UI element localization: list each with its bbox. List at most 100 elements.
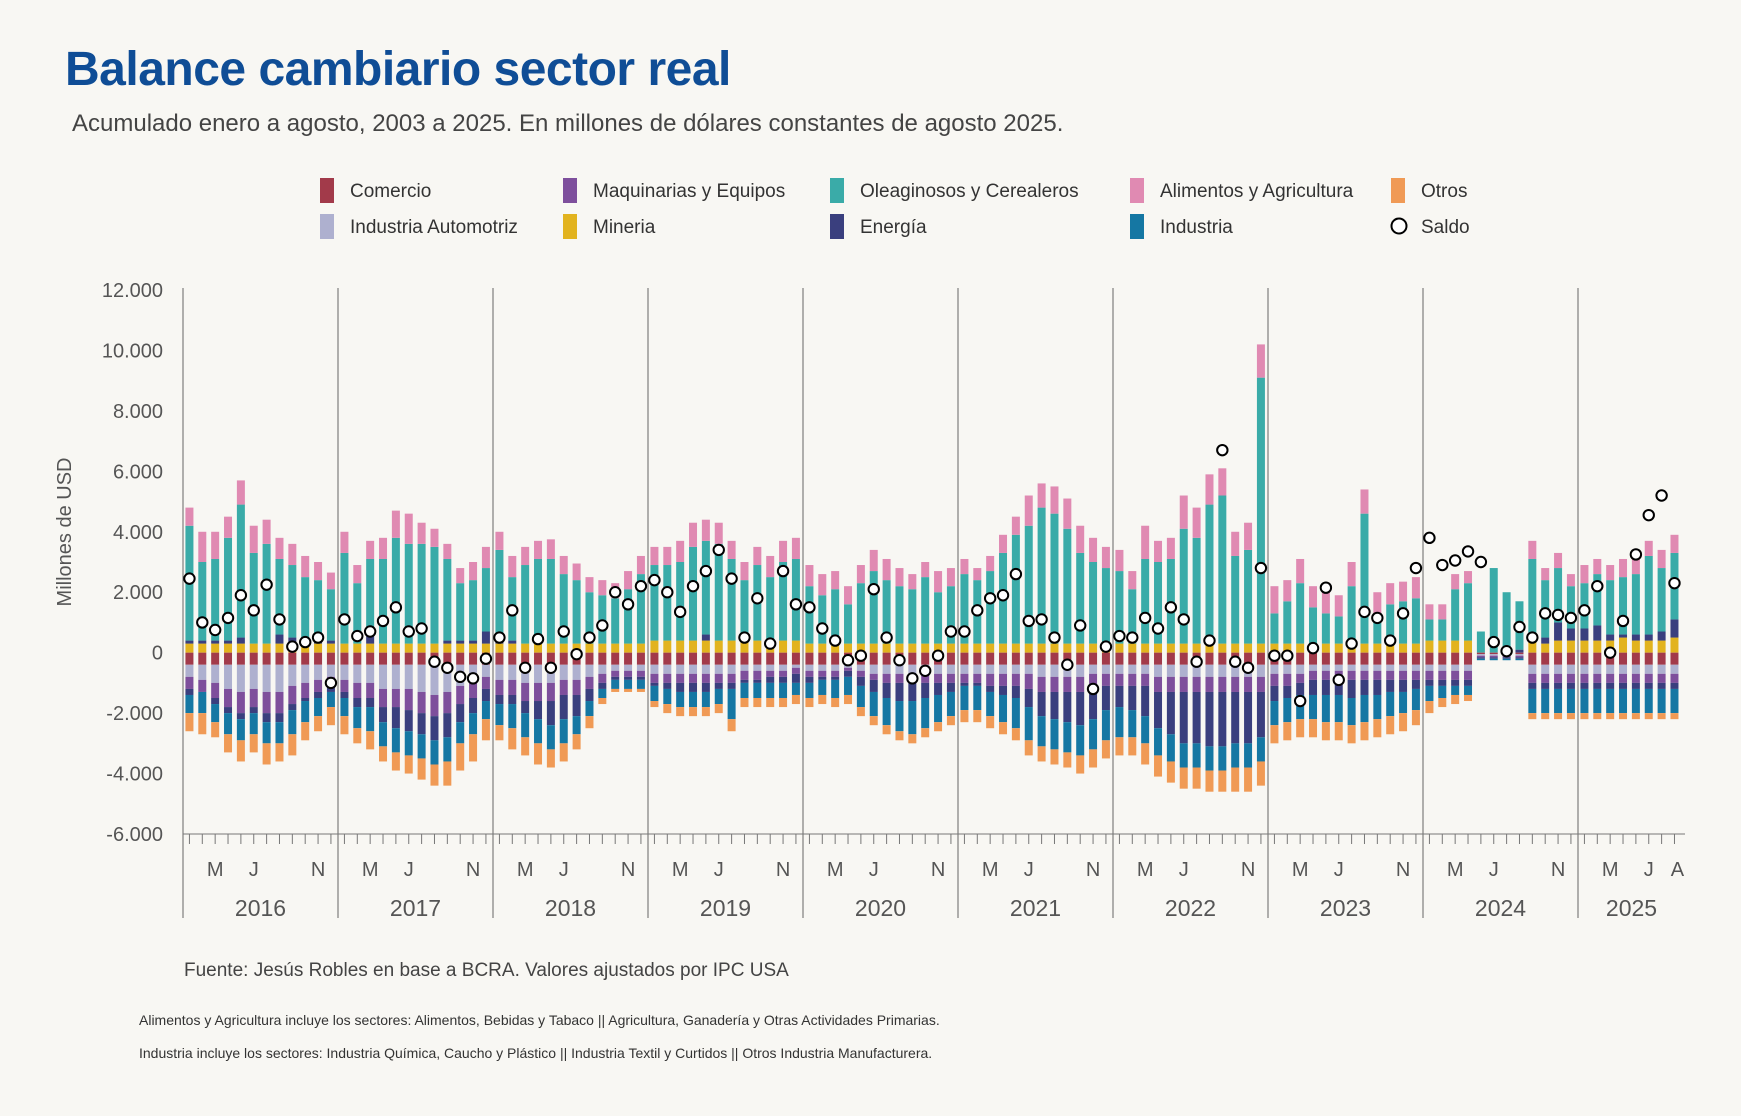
bar-oleaginosos	[663, 565, 672, 641]
legend-item-mineria: Mineria	[563, 214, 656, 239]
bar-stack-2019-8	[740, 562, 749, 708]
bar-oleaginosos	[805, 586, 814, 644]
bar-stack-2021-11	[1089, 537, 1098, 768]
saldo-point	[506, 604, 519, 617]
bar-otros	[1205, 770, 1214, 792]
bar-energia	[766, 676, 775, 683]
bar-oleaginosos	[1438, 619, 1447, 641]
bar-comercio	[1580, 652, 1589, 665]
bar-comercio	[404, 652, 413, 665]
bar-energia	[1502, 657, 1511, 659]
bar-alimentos	[727, 540, 736, 559]
bar-mineria	[869, 643, 878, 653]
bar-stack-2025-4	[1619, 558, 1628, 720]
bar-stack-2017-10	[456, 568, 465, 771]
bar-industria	[1489, 658, 1498, 661]
bar-alimentos	[714, 522, 723, 544]
legend-label-energia: Energía	[860, 217, 927, 238]
bar-oleaginosos	[314, 580, 323, 641]
bar-energia	[1451, 679, 1460, 686]
bar-automotriz	[791, 664, 800, 668]
bar-alimentos	[1670, 534, 1679, 553]
bar-oleaginosos	[495, 549, 504, 641]
bar-automotriz	[766, 664, 775, 671]
bar-comercio	[1386, 652, 1395, 665]
y-tick-label: 10.000	[102, 340, 163, 362]
bar-mineria	[1386, 643, 1395, 653]
saldo-point	[1228, 655, 1242, 668]
bar-industria	[598, 688, 607, 698]
bar-alimentos	[1373, 592, 1382, 617]
bar-mineria	[934, 643, 943, 653]
month-tick-label: M	[517, 859, 534, 881]
y-tick-label: -2.000	[106, 703, 163, 725]
bar-energia	[1515, 657, 1524, 659]
bar-stack-2022-1	[1115, 549, 1124, 756]
bar-maquinarias	[301, 682, 310, 698]
bar-mineria	[1244, 643, 1253, 653]
bar-oleaginosos	[1644, 555, 1653, 635]
bar-maquinarias	[534, 682, 543, 702]
bar-stack-2020-7	[882, 558, 891, 735]
saldo-point	[1048, 631, 1061, 644]
bar-maquinarias	[689, 673, 698, 683]
bar-mineria	[1334, 643, 1343, 653]
saldo-point	[699, 564, 713, 578]
bar-oleaginosos	[1606, 580, 1615, 635]
bar-otros	[1464, 694, 1473, 702]
bar-energia	[1631, 634, 1640, 641]
bar-stack-2017-2	[353, 565, 362, 744]
bar-industria	[301, 701, 310, 723]
bar-automotriz	[986, 664, 995, 674]
bar-stack-2021-6	[1024, 495, 1033, 756]
bar-otros	[249, 734, 258, 753]
bar-stack-2016-3	[211, 531, 220, 738]
bar-stack-2020-5	[856, 565, 865, 717]
saldo-point	[544, 661, 558, 674]
bar-maquinarias	[766, 670, 775, 677]
bar-automotriz	[508, 664, 517, 680]
bar-maquinarias	[185, 676, 194, 689]
bar-energia	[1115, 685, 1124, 708]
bar-industria	[624, 679, 633, 689]
bar-industria	[456, 722, 465, 744]
bar-otros	[598, 698, 607, 705]
bar-energia	[1593, 682, 1602, 689]
bar-comercio	[585, 652, 594, 665]
bar-mineria	[1464, 640, 1473, 653]
bar-otros	[908, 734, 917, 744]
bar-industria	[1334, 694, 1343, 723]
bar-oleaginosos	[727, 558, 736, 641]
bar-comercio	[559, 652, 568, 665]
bar-maquinarias	[1347, 670, 1356, 680]
bar-energia	[714, 682, 723, 689]
saldo-point	[996, 589, 1010, 602]
saldo-point	[1642, 508, 1655, 522]
saldo-point	[1383, 634, 1397, 647]
year-label: 2023	[1320, 895, 1371, 921]
bar-comercio	[1115, 652, 1124, 665]
saldo-point	[1436, 558, 1449, 572]
bar-mineria	[960, 643, 969, 653]
legend-swatch-industria	[1130, 214, 1144, 239]
bar-alimentos	[1347, 562, 1356, 587]
bar-oleaginosos	[869, 571, 878, 644]
bar-automotriz	[326, 664, 335, 677]
y-tick-label: 2.000	[113, 582, 163, 604]
bar-industria	[727, 688, 736, 720]
bar-energia	[1076, 691, 1085, 726]
bar-industria	[224, 713, 233, 735]
bar-otros	[1438, 698, 1447, 708]
bar-stack-2021-2	[973, 568, 982, 723]
legend-label-otros: Otros	[1421, 181, 1467, 202]
bar-stack-2023-12	[1411, 577, 1420, 726]
saldo-point	[893, 654, 906, 667]
bar-automotriz	[908, 664, 917, 674]
bar-industria	[262, 722, 271, 744]
bar-industria	[353, 707, 362, 729]
bar-alimentos	[1154, 540, 1163, 562]
bar-mineria	[404, 643, 413, 653]
bar-stack-2024-5	[1476, 631, 1485, 661]
bar-otros	[1606, 713, 1615, 720]
bar-alimentos	[430, 528, 439, 547]
